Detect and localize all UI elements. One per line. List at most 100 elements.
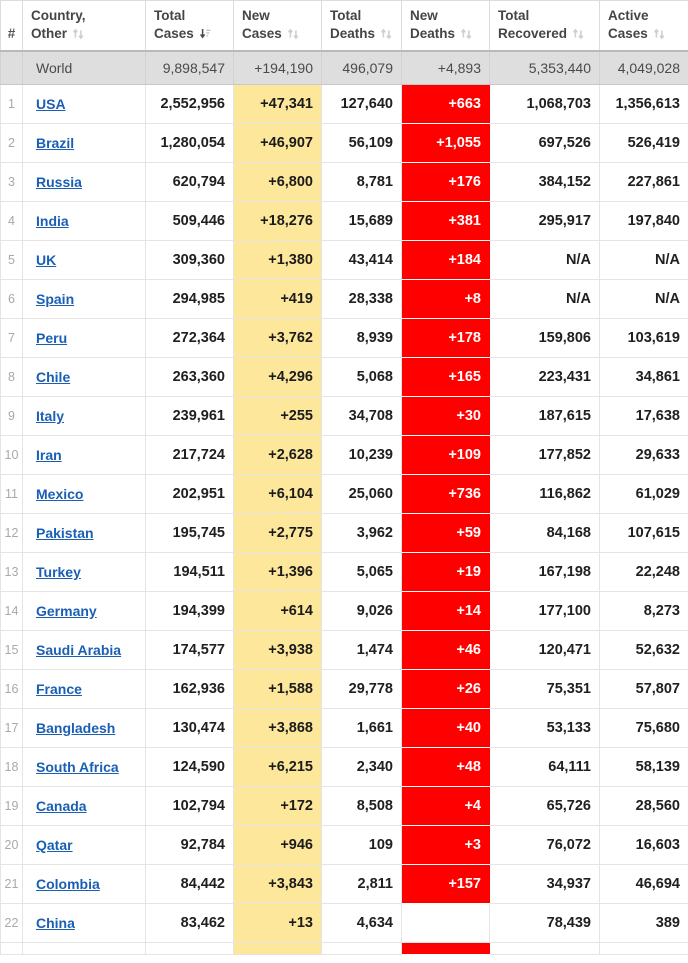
cell-active: 197,840 xyxy=(599,201,688,242)
cell-recovered: 384,152 xyxy=(489,162,600,203)
cell-active: 526,419 xyxy=(599,123,688,164)
country-link[interactable]: Russia xyxy=(36,173,82,190)
country-link[interactable]: India xyxy=(36,212,69,229)
column-header-line2-row: Other xyxy=(31,25,137,43)
cell-country: World xyxy=(22,50,146,86)
cell-country: Bangladesh xyxy=(22,708,146,749)
cell-recovered: 177,852 xyxy=(489,435,600,476)
cell-recovered: 697,526 xyxy=(489,123,600,164)
table-row: 11 Mexico 202,951 +6,104 25,060 +736 116,862 61… xyxy=(0,474,688,515)
country-link[interactable]: UK xyxy=(36,251,57,268)
cell-total: 509,446 xyxy=(145,201,234,242)
column-header-recovered[interactable]: Total Recovered xyxy=(489,0,600,52)
cell-active: 28,560 xyxy=(599,786,688,827)
table-row: 5 UK 309,360 +1,380 43,414 +184 N/A N/A xyxy=(0,240,688,281)
cell-newdeaths: +59 xyxy=(401,513,490,554)
table-row: 15 Saudi Arabia 174,577 +3,938 1,474 +46 120,4… xyxy=(0,630,688,671)
cell-active: 4,049,028 xyxy=(599,50,688,86)
cell-country: Turkey xyxy=(22,552,146,593)
cell-deaths: 1,661 xyxy=(321,708,402,749)
country-link[interactable]: Colombia xyxy=(36,875,100,892)
cell-deaths: 8,939 xyxy=(321,318,402,359)
cell-country: Germany xyxy=(22,591,146,632)
country-link[interactable]: Canada xyxy=(36,797,87,814)
country-link[interactable]: Iran xyxy=(36,446,62,463)
column-header-line2-row: Deaths xyxy=(330,25,393,43)
cell-rank: 8 xyxy=(0,357,23,398)
cell-active: 8,273 xyxy=(599,591,688,632)
column-header-deaths[interactable]: Total Deaths xyxy=(321,0,402,52)
country-link[interactable]: Mexico xyxy=(36,485,84,502)
cell-rank: 9 xyxy=(0,396,23,437)
cell-newcases: +6,800 xyxy=(233,162,322,203)
cell-recovered: 76,072 xyxy=(489,825,600,866)
country-link[interactable]: Bangladesh xyxy=(36,719,116,736)
country-link[interactable]: Germany xyxy=(36,602,97,619)
column-header-newcases[interactable]: New Cases xyxy=(233,0,322,52)
cell-active: 227,861 xyxy=(599,162,688,203)
column-header-rank[interactable]: # xyxy=(0,0,23,52)
cell-active: 22,248 xyxy=(599,552,688,593)
column-header-line2-row: Deaths xyxy=(410,25,481,43)
cell-newcases: +946 xyxy=(233,825,322,866)
table-row: 14 Germany 194,399 +614 9,026 +14 177,100 8,273 xyxy=(0,591,688,632)
sort-toggle-icon xyxy=(573,28,584,40)
cell-active: 52,632 xyxy=(599,630,688,671)
country-link[interactable]: USA xyxy=(36,95,66,112)
cell-rank: 13 xyxy=(0,552,23,593)
column-header-active[interactable]: Active Cases xyxy=(599,0,688,52)
country-link[interactable]: South Africa xyxy=(36,758,119,775)
cell-newcases: +3,762 xyxy=(233,318,322,359)
cell-deaths: 25,060 xyxy=(321,474,402,515)
country-link[interactable]: Italy xyxy=(36,407,65,424)
table-row: 7 Peru 272,364 +3,762 8,939 +178 159,806 103,61… xyxy=(0,318,688,359)
table-row-partial xyxy=(0,942,688,956)
cell-newdeaths: +157 xyxy=(401,864,490,905)
column-header-country[interactable]: Country, Other xyxy=(22,0,146,52)
country-link[interactable]: Turkey xyxy=(36,563,81,580)
cell-deaths: 9,026 xyxy=(321,591,402,632)
country-link[interactable]: Chile xyxy=(36,368,71,385)
cell-active: 17,638 xyxy=(599,396,688,437)
cell-deaths: 15,689 xyxy=(321,201,402,242)
cell-newcases: +46,907 xyxy=(233,123,322,164)
cell-recovered: 34,937 xyxy=(489,864,600,905)
cell-rank: 3 xyxy=(0,162,23,203)
cell-active: 103,619 xyxy=(599,318,688,359)
cell-active: 58,139 xyxy=(599,747,688,788)
country-link[interactable]: France xyxy=(36,680,82,697)
country-link[interactable]: Saudi Arabia xyxy=(36,641,122,658)
cell-country: Iran xyxy=(22,435,146,476)
column-header-line2-row: Cases xyxy=(608,25,680,43)
country-link[interactable]: China xyxy=(36,914,75,931)
column-header-line1: Total xyxy=(330,8,362,23)
cell-deaths: 2,811 xyxy=(321,864,402,905)
cell-active: 57,807 xyxy=(599,669,688,710)
table-row: 3 Russia 620,794 +6,800 8,781 +176 384,152 227,… xyxy=(0,162,688,203)
country-link[interactable]: Pakistan xyxy=(36,524,94,541)
cell-newdeaths: +30 xyxy=(401,396,490,437)
cell-country: Pakistan xyxy=(22,513,146,554)
table-row: 12 Pakistan 195,745 +2,775 3,962 +59 84,168 107… xyxy=(0,513,688,554)
cell-recovered: 65,726 xyxy=(489,786,600,827)
cell-deaths: 1,474 xyxy=(321,630,402,671)
cell-newdeaths: +1,055 xyxy=(401,123,490,164)
cell-newdeaths: +40 xyxy=(401,708,490,749)
column-header-line2-row: Cases xyxy=(242,25,313,43)
country-link[interactable]: Peru xyxy=(36,329,68,346)
cell-recovered: N/A xyxy=(489,279,600,320)
cell-deaths: 34,708 xyxy=(321,396,402,437)
cell-newdeaths: +109 xyxy=(401,435,490,476)
table-row: 10 Iran 217,724 +2,628 10,239 +109 177,852 29,6… xyxy=(0,435,688,476)
cell-newcases: +1,396 xyxy=(233,552,322,593)
country-link[interactable]: Qatar xyxy=(36,836,73,853)
cell-deaths: 5,068 xyxy=(321,357,402,398)
column-header-total[interactable]: Total Cases xyxy=(145,0,234,52)
cell-newcases: +6,104 xyxy=(233,474,322,515)
cell-rank: 22 xyxy=(0,903,23,944)
country-link[interactable]: Brazil xyxy=(36,134,75,151)
column-header-newdeaths[interactable]: New Deaths xyxy=(401,0,490,52)
country-link[interactable]: Spain xyxy=(36,290,75,307)
cell-country: Italy xyxy=(22,396,146,437)
cell-total: 239,961 xyxy=(145,396,234,437)
